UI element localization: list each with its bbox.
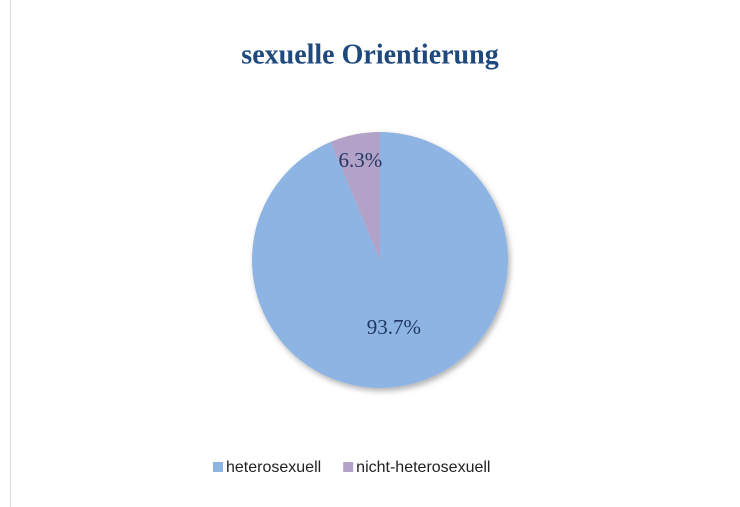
legend: heterosexuell nicht-heterosexuell xyxy=(213,459,490,476)
legend-label: nicht-heterosexuell xyxy=(356,459,490,476)
legend-swatch xyxy=(343,462,354,472)
legend-label: heterosexuell xyxy=(226,459,321,476)
pie-slice xyxy=(330,132,380,260)
legend-swatch xyxy=(213,462,223,472)
data-label: 93.7% xyxy=(367,315,421,339)
chart-title: sexuelle Orientierung xyxy=(241,39,498,70)
pie xyxy=(252,132,508,388)
data-label: 6.3% xyxy=(338,148,382,172)
